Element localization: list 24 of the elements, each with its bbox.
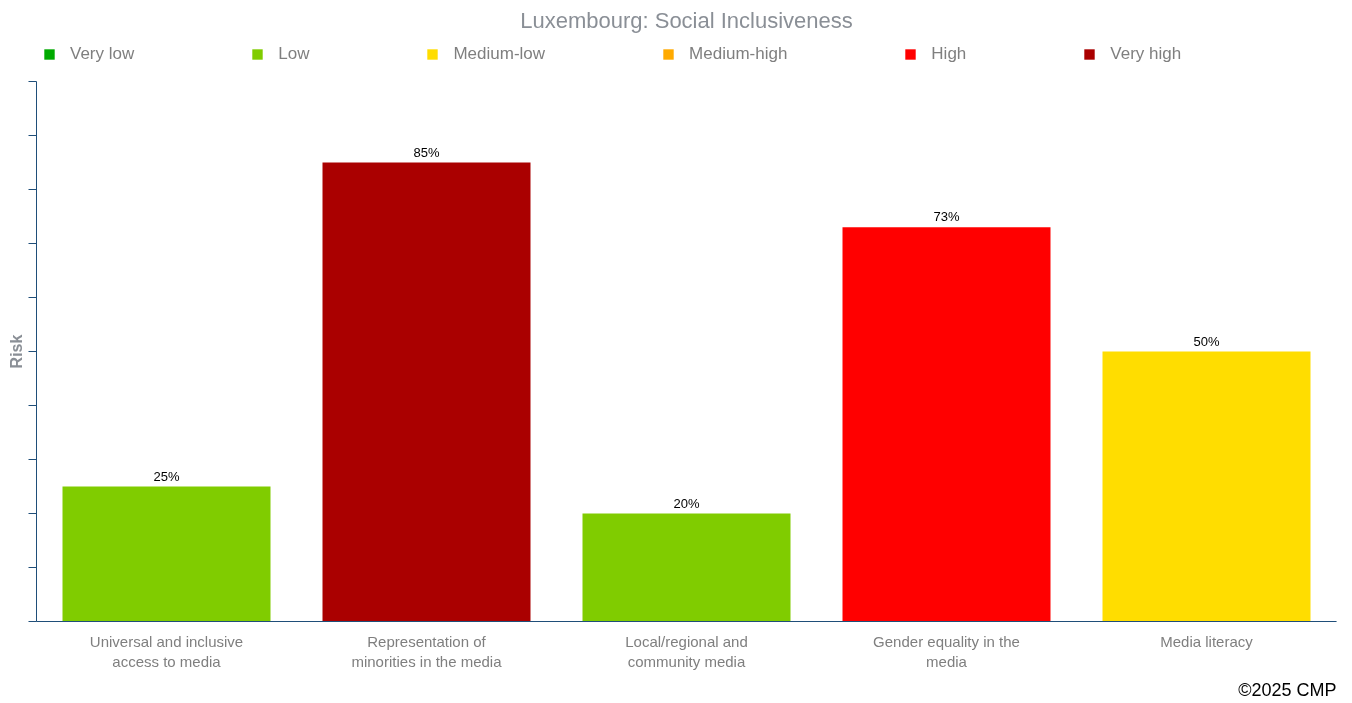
- legend-label: High: [931, 44, 967, 64]
- bar: [62, 486, 271, 622]
- bar: [842, 227, 1051, 622]
- legend-label: Very low: [70, 44, 135, 64]
- bar: [1102, 351, 1311, 622]
- data-label: 25%: [153, 468, 180, 484]
- data-label: 73%: [933, 209, 960, 225]
- legend-label: Medium-low: [453, 44, 546, 64]
- x-tick-label: Universal and inclusive access to media: [89, 632, 244, 670]
- x-tick-label: Representation of minorities in the media: [351, 632, 503, 670]
- legend-label: Low: [278, 44, 310, 64]
- bar: [322, 162, 531, 622]
- data-label: 85%: [413, 144, 440, 160]
- bar: [582, 513, 791, 622]
- data-label: 50%: [1193, 333, 1220, 349]
- legend-label: Very high: [1110, 44, 1182, 64]
- data-label: 20%: [673, 495, 700, 511]
- legend-label: Medium-high: [689, 44, 788, 64]
- text: ©2025 CMP: [1238, 679, 1337, 700]
- chart-title: Luxembourg: Social Inclusiveness: [520, 7, 853, 33]
- y-axis-title: Risk: [7, 334, 25, 369]
- x-tick-label: Gender equality in the media: [873, 632, 1020, 670]
- x-tick-label: Media literacy: [1160, 632, 1254, 650]
- x-tick-label: Local/regional and community media: [625, 632, 748, 670]
